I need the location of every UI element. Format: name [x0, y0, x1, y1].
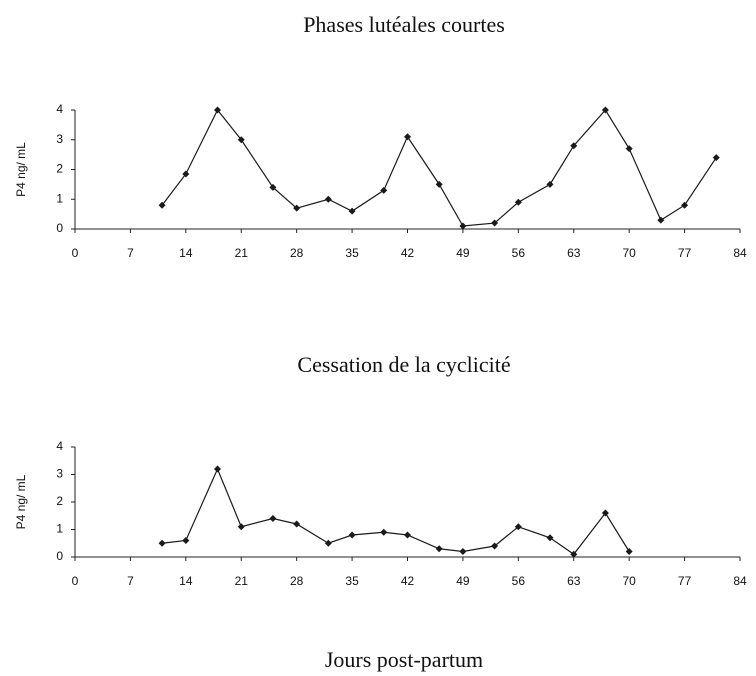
- data-point: [681, 201, 689, 209]
- y-tick-label: 0: [56, 221, 63, 235]
- x-tick-label: 14: [179, 246, 193, 260]
- data-point: [293, 204, 301, 212]
- x-tick-label: 0: [72, 246, 79, 260]
- x-tick-label: 84: [733, 574, 747, 588]
- data-point: [182, 537, 190, 544]
- y-tick-label: 0: [56, 549, 63, 563]
- data-point: [269, 183, 277, 191]
- data-point: [404, 531, 411, 539]
- x-tick-label: 84: [733, 246, 747, 260]
- data-point: [514, 198, 522, 206]
- y-tick-label: 4: [56, 439, 63, 453]
- data-point: [459, 548, 467, 555]
- x-tick-label: 21: [235, 574, 249, 588]
- x-tick-label: 42: [401, 246, 415, 260]
- x-tick-label: 42: [401, 574, 415, 588]
- y-tick-label: 3: [56, 467, 63, 481]
- y-tick-label: 4: [56, 102, 63, 116]
- x-tick-label: 49: [456, 246, 470, 260]
- data-point: [570, 550, 578, 558]
- data-point: [324, 195, 332, 203]
- data-point: [293, 520, 301, 528]
- data-point: [625, 145, 633, 153]
- data-point: [657, 216, 665, 224]
- x-tick-label: 28: [290, 246, 304, 260]
- y-tick-label: 1: [56, 191, 63, 205]
- x-tick-label: 7: [127, 574, 134, 588]
- data-point: [237, 523, 245, 531]
- data-point: [182, 170, 190, 178]
- data-point: [601, 509, 609, 517]
- data-point: [237, 136, 245, 144]
- chart-title: Phases lutéales courtes: [303, 12, 505, 37]
- data-point: [514, 523, 522, 531]
- chart-title: Cessation de la cyclicité: [297, 352, 510, 377]
- x-tick-label: 49: [456, 574, 470, 588]
- x-tick-label: 35: [345, 246, 359, 260]
- y-axis-label: P4 ng/ mL: [14, 142, 28, 197]
- data-point: [570, 142, 578, 150]
- y-tick-label: 2: [56, 494, 63, 508]
- y-tick-label: 3: [56, 132, 63, 146]
- data-point: [712, 154, 720, 162]
- data-point: [380, 186, 388, 194]
- x-tick-label: 56: [512, 246, 526, 260]
- data-point: [435, 180, 443, 188]
- x-tick-label: 28: [290, 574, 304, 588]
- data-point: [158, 201, 166, 209]
- x-tick-label: 77: [678, 246, 692, 260]
- data-point: [601, 106, 609, 114]
- x-tick-label: 14: [179, 574, 193, 588]
- data-point: [348, 531, 356, 539]
- data-line: [161, 108, 717, 227]
- x-tick-label: 63: [567, 574, 581, 588]
- data-point: [459, 222, 467, 230]
- y-tick-label: 1: [56, 522, 63, 536]
- x-tick-label: 77: [678, 574, 692, 588]
- data-point: [348, 207, 356, 215]
- data-point: [269, 515, 277, 522]
- data-point: [546, 180, 554, 188]
- data-point: [625, 548, 633, 555]
- data-point: [324, 539, 332, 547]
- x-tick-label: 70: [622, 574, 636, 588]
- x-tick-label: 21: [235, 246, 249, 260]
- y-tick-label: 2: [56, 162, 63, 176]
- data-point: [404, 133, 411, 141]
- data-point: [491, 219, 499, 227]
- x-axis-label: Jours post-partum: [325, 647, 483, 672]
- x-tick-label: 63: [567, 246, 581, 260]
- data-point: [380, 528, 388, 536]
- x-tick-label: 56: [512, 574, 526, 588]
- data-point: [214, 465, 221, 473]
- x-tick-label: 70: [622, 246, 636, 260]
- data-point: [158, 539, 166, 547]
- x-tick-label: 0: [72, 574, 79, 588]
- x-tick-label: 7: [127, 246, 134, 260]
- data-point: [435, 545, 443, 553]
- data-point: [214, 106, 221, 114]
- data-point: [546, 534, 554, 542]
- x-tick-label: 35: [345, 574, 359, 588]
- y-axis-label: P4 ng/ mL: [14, 474, 28, 529]
- data-point: [491, 542, 499, 550]
- data-line: [162, 467, 630, 556]
